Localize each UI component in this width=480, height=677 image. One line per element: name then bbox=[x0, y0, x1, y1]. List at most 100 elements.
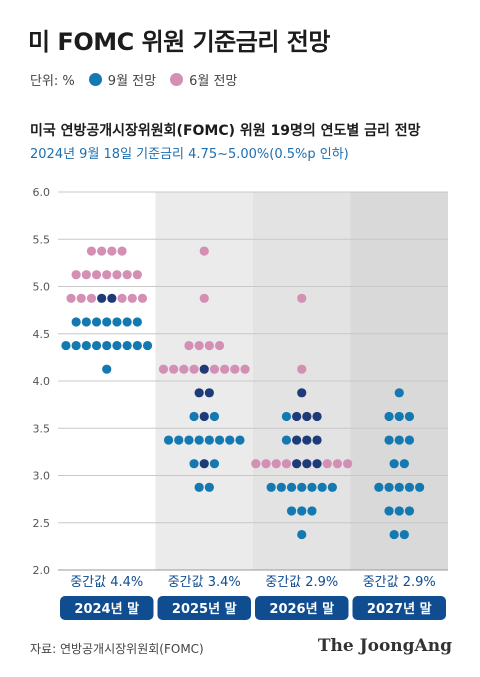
y-tick-label: 5.0 bbox=[33, 281, 51, 294]
legend-sep-dot-icon bbox=[88, 73, 102, 86]
dot-september bbox=[389, 459, 399, 469]
dot-june bbox=[261, 459, 271, 469]
dot-september bbox=[297, 482, 307, 492]
dot-september bbox=[307, 506, 317, 516]
dot-june bbox=[66, 293, 76, 303]
dot-june bbox=[332, 459, 343, 469]
dot-september bbox=[384, 482, 394, 492]
dot-september bbox=[286, 482, 297, 492]
dot-june bbox=[343, 459, 353, 469]
dot-june bbox=[158, 364, 169, 374]
dot-september bbox=[394, 482, 404, 492]
dot-september bbox=[384, 506, 394, 516]
dot-overlap bbox=[199, 364, 209, 374]
dot-june bbox=[117, 293, 127, 303]
dot-june bbox=[127, 293, 137, 303]
dot-june bbox=[71, 270, 81, 280]
dot-overlap bbox=[312, 435, 322, 445]
chart-subtitle: 미국 연방공개시장위원회(FOMC) 위원 19명의 연도별 금리 전망 bbox=[30, 123, 421, 139]
dot-june bbox=[199, 246, 209, 256]
dot-june bbox=[199, 293, 209, 303]
dot-june bbox=[322, 459, 332, 469]
dot-september bbox=[384, 411, 394, 422]
dot-september bbox=[389, 529, 399, 540]
dot-overlap bbox=[292, 435, 302, 445]
dot-overlap bbox=[302, 435, 312, 445]
dot-september bbox=[122, 317, 132, 327]
dot-overlap bbox=[302, 459, 312, 469]
dot-september bbox=[122, 340, 132, 351]
y-tick-label: 4.5 bbox=[33, 328, 51, 341]
dot-overlap bbox=[292, 411, 302, 422]
median-label: 중간값 3.4% bbox=[168, 575, 241, 590]
dot-september bbox=[394, 388, 404, 398]
dot-september bbox=[415, 482, 425, 492]
dot-september bbox=[235, 435, 245, 445]
dot-september bbox=[266, 482, 276, 492]
dot-june bbox=[230, 364, 240, 374]
legend: 단위: % 9월 전망 6월 전망 bbox=[30, 70, 237, 89]
median-label: 중간값 4.4% bbox=[70, 575, 143, 590]
dot-september bbox=[394, 411, 404, 422]
dot-september bbox=[399, 459, 409, 469]
dot-overlap bbox=[199, 459, 209, 469]
dot-june bbox=[240, 364, 250, 374]
dot-september bbox=[142, 340, 153, 351]
dot-june bbox=[209, 364, 220, 374]
dot-september bbox=[327, 482, 337, 492]
dot-september bbox=[317, 482, 327, 492]
dot-september bbox=[91, 340, 102, 351]
y-tick-label: 6.0 bbox=[33, 186, 51, 199]
dot-september bbox=[81, 340, 91, 351]
dot-june bbox=[194, 340, 204, 351]
dot-september bbox=[286, 506, 297, 516]
dot-june bbox=[297, 364, 307, 374]
dot-september bbox=[81, 317, 91, 327]
dot-june bbox=[81, 270, 91, 280]
dot-september bbox=[307, 482, 317, 492]
dot-september bbox=[132, 340, 142, 351]
dot-june bbox=[220, 364, 230, 374]
dot-june bbox=[107, 246, 117, 256]
dot-june bbox=[214, 340, 225, 351]
dot-september bbox=[174, 435, 184, 445]
dot-september bbox=[91, 317, 102, 327]
dot-june bbox=[117, 246, 127, 256]
y-tick-label: 3.5 bbox=[33, 422, 51, 435]
dot-september bbox=[225, 435, 235, 445]
dot-september bbox=[102, 317, 112, 327]
dot-june bbox=[281, 459, 292, 469]
dot-september bbox=[194, 435, 204, 445]
year-label-box bbox=[60, 596, 154, 620]
year-label: 2025년 말 bbox=[172, 602, 237, 617]
dot-september bbox=[189, 411, 199, 422]
dot-september bbox=[204, 482, 214, 492]
dot-september bbox=[297, 529, 307, 540]
dot-june bbox=[86, 293, 97, 303]
dot-june bbox=[297, 293, 307, 303]
dot-plot-chart: 2.0 2.5 3.0 3.5 4.0 4.5 5.0 5.5 6.0 중간값 4.4% 2024년… bbox=[33, 186, 448, 620]
dot-september bbox=[132, 317, 142, 327]
y-tick-label: 3.0 bbox=[33, 470, 51, 483]
dot-september bbox=[404, 506, 415, 516]
dot-september bbox=[71, 340, 81, 351]
dot-june bbox=[271, 459, 281, 469]
dot-september bbox=[102, 364, 112, 374]
dot-september bbox=[297, 506, 307, 516]
legend-sep-label: 9월 전망 bbox=[107, 74, 157, 89]
dot-september bbox=[102, 340, 112, 351]
dot-september bbox=[209, 459, 220, 469]
dot-overlap bbox=[107, 293, 117, 303]
dot-june bbox=[86, 246, 97, 256]
legend-jun-dot-icon bbox=[170, 73, 184, 86]
dot-september bbox=[281, 411, 292, 422]
dot-september bbox=[404, 435, 415, 445]
dot-september bbox=[194, 482, 204, 492]
dot-june bbox=[184, 340, 194, 351]
year-label-box bbox=[352, 596, 446, 620]
dot-september bbox=[112, 317, 122, 327]
dot-june bbox=[251, 459, 261, 469]
year-label: 2024년 말 bbox=[74, 602, 139, 617]
dot-september bbox=[214, 435, 225, 445]
